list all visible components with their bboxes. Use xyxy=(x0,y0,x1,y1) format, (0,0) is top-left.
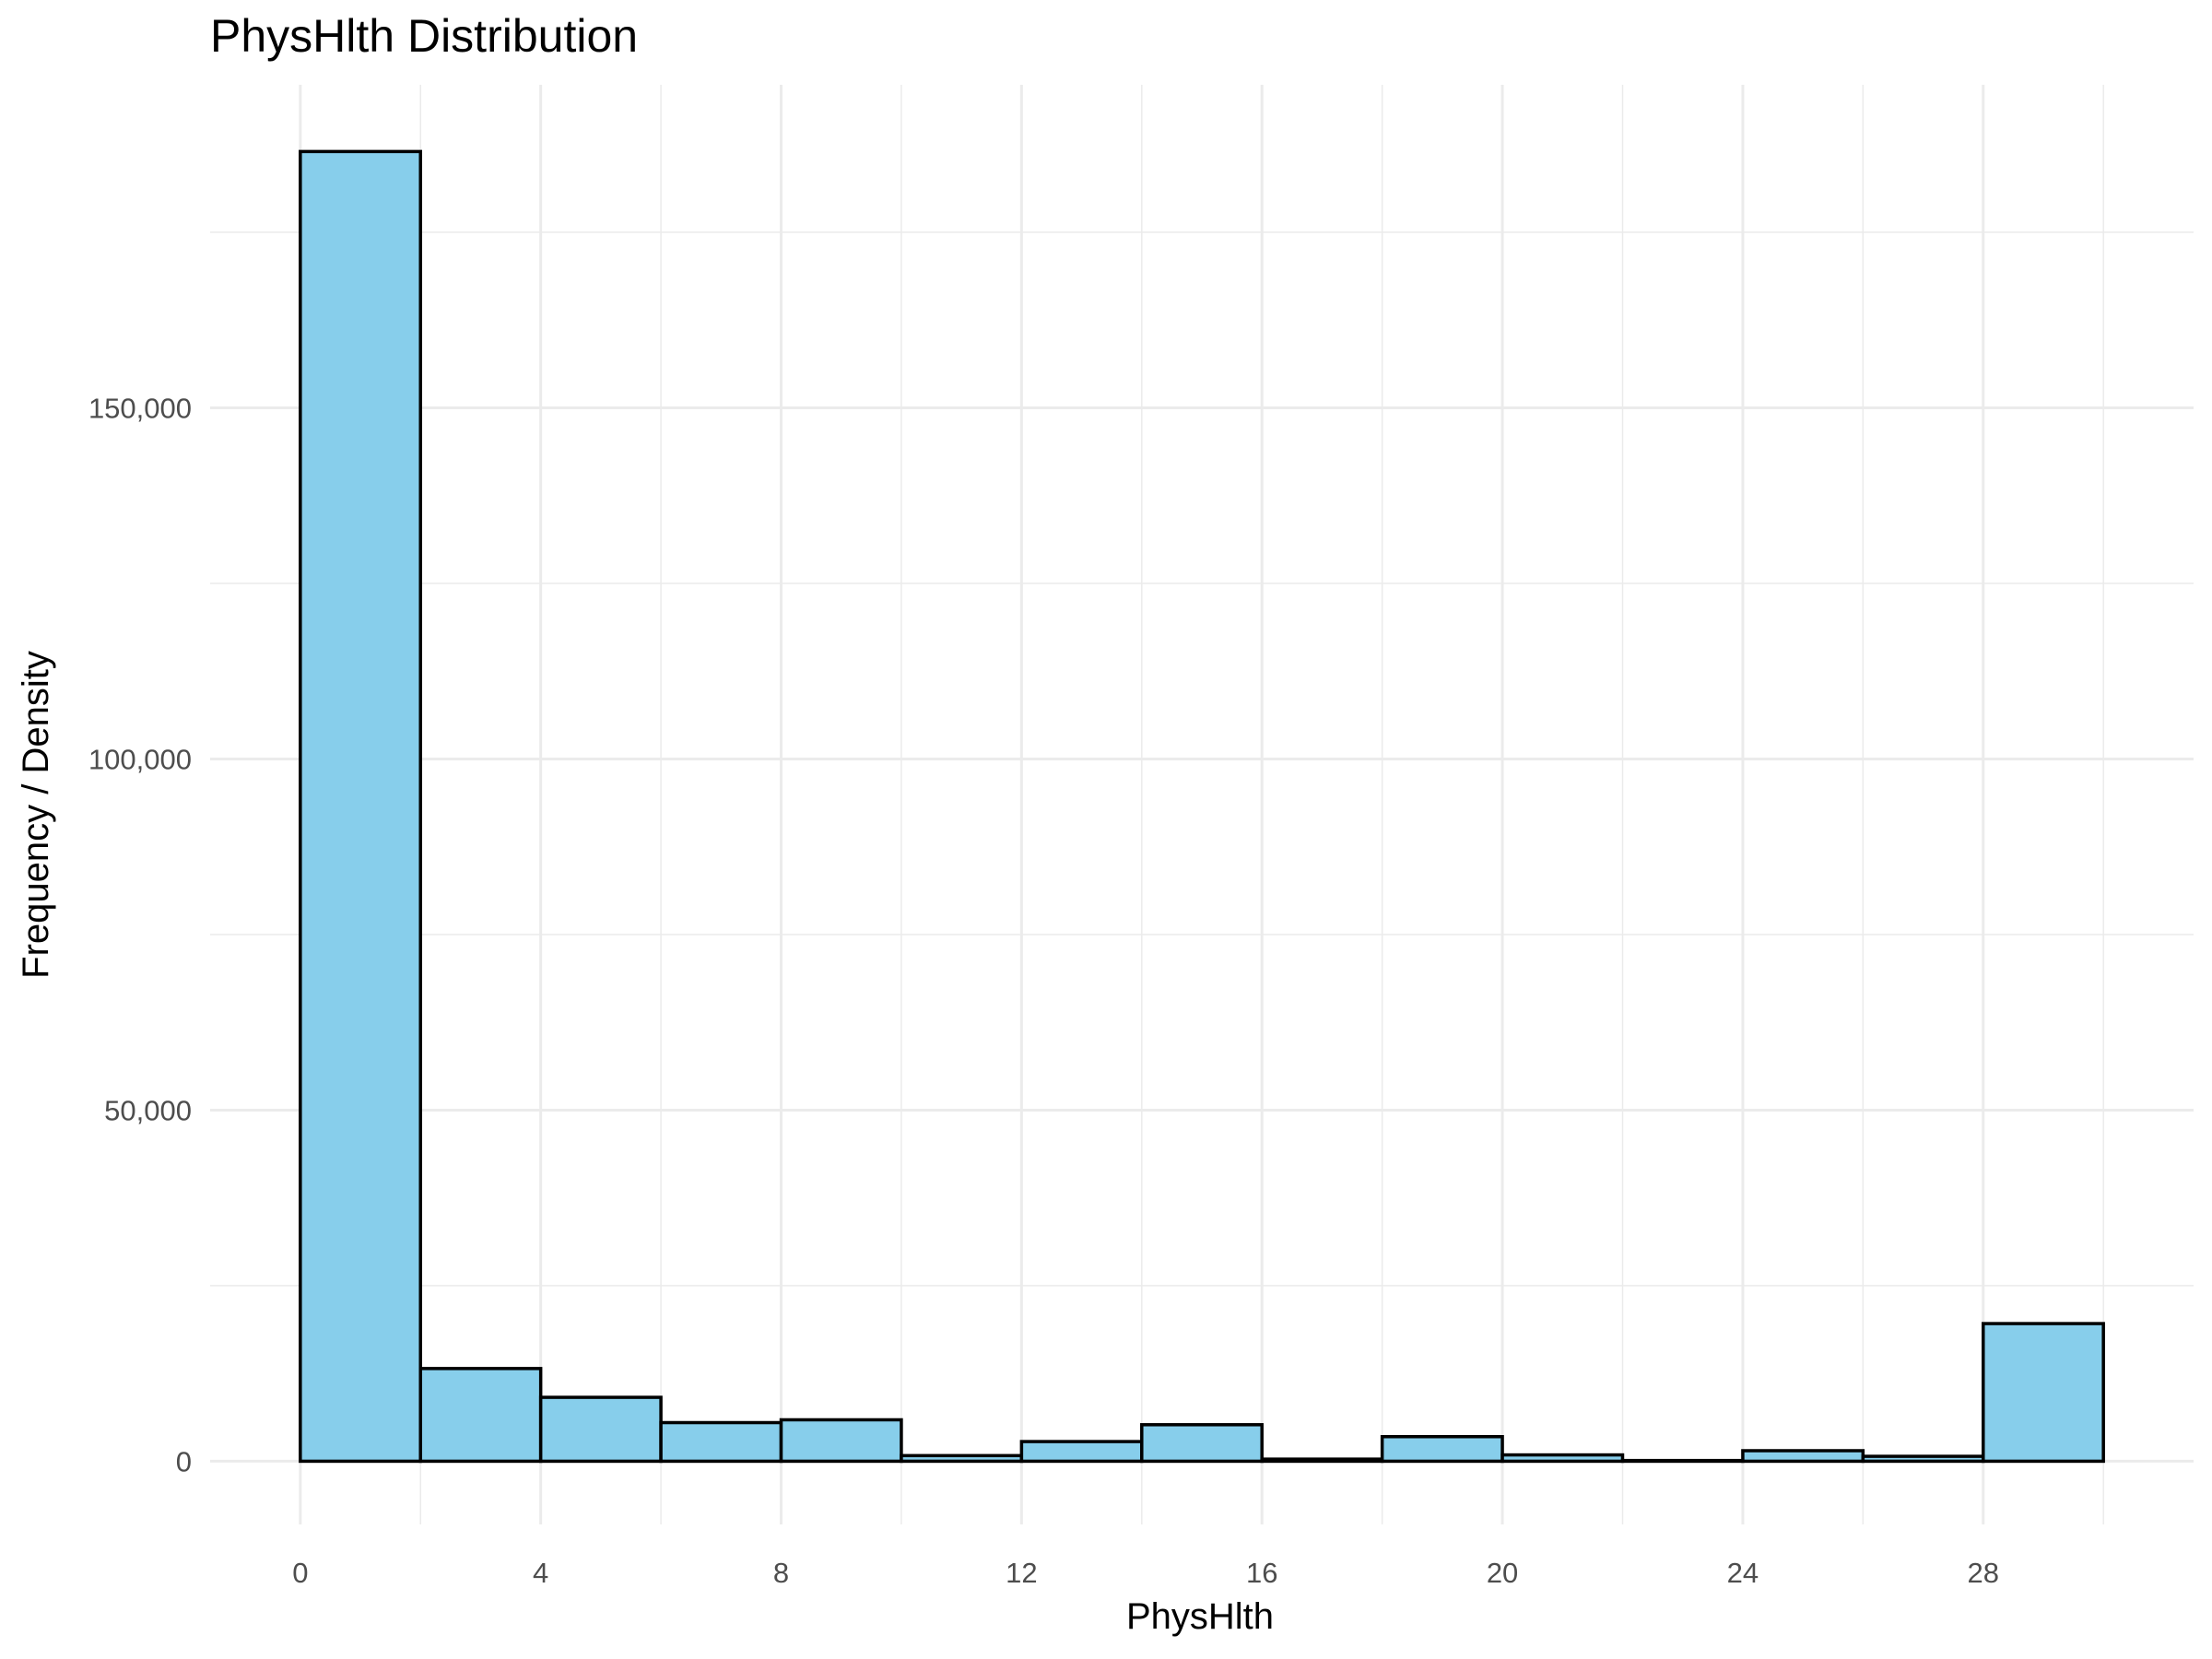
histogram-bar xyxy=(299,149,422,1464)
histogram-bar xyxy=(1260,1457,1384,1464)
histogram-bar xyxy=(1500,1453,1625,1464)
histogram-bar xyxy=(900,1453,1024,1464)
x-tick-label: 4 xyxy=(533,1557,548,1589)
histogram-bar xyxy=(1861,1454,1985,1464)
histogram-bar xyxy=(1982,1322,2105,1464)
x-axis-title: PhysHlth xyxy=(1126,1596,1274,1637)
x-tick-label: 24 xyxy=(1727,1557,1759,1589)
histogram-bar xyxy=(1140,1423,1264,1464)
x-tick-label: 20 xyxy=(1487,1557,1518,1589)
x-tick-labels: 0 4 8 12 16 20 24 28 xyxy=(292,1557,1999,1589)
histogram-bar xyxy=(418,1367,543,1464)
y-tick-label: 50,000 xyxy=(104,1094,192,1126)
chart-title: PhysHlth Distribution xyxy=(210,10,639,62)
y-tick-label: 150,000 xyxy=(88,392,192,424)
y-tick-labels: 0 50,000 100,000 150,000 xyxy=(88,392,192,1477)
y-tick-label: 100,000 xyxy=(88,743,192,775)
y-axis-title: Frequency / Density xyxy=(16,651,56,979)
x-tick-label: 12 xyxy=(1006,1557,1037,1589)
histogram-bar xyxy=(659,1420,783,1464)
histogram-bar xyxy=(1019,1440,1144,1464)
x-tick-label: 28 xyxy=(1968,1557,1999,1589)
x-tick-label: 16 xyxy=(1246,1557,1277,1589)
histogram-bar xyxy=(1620,1458,1745,1464)
histogram-bar xyxy=(779,1418,903,1464)
histogram-bars xyxy=(299,149,2105,1464)
y-tick-label: 0 xyxy=(176,1445,192,1477)
grid-lines xyxy=(210,85,2194,1524)
histogram-bar xyxy=(1741,1449,1865,1464)
x-tick-label: 0 xyxy=(292,1557,308,1589)
histogram-bar xyxy=(1380,1435,1504,1464)
x-tick-label: 8 xyxy=(773,1557,789,1589)
histogram-bar xyxy=(538,1395,663,1464)
